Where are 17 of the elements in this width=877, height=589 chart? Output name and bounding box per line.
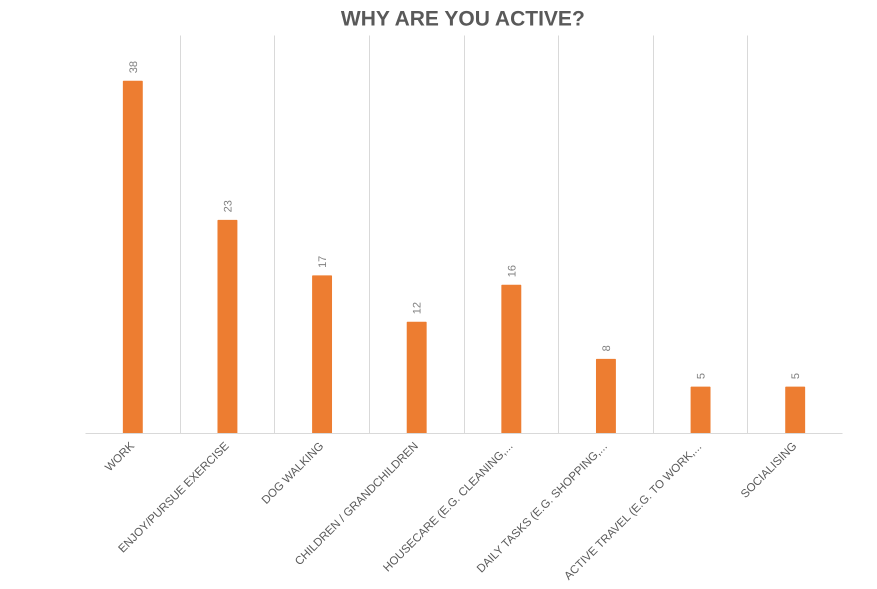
data-label: 5 (696, 373, 708, 380)
bar (217, 220, 238, 434)
bar (785, 386, 806, 434)
data-label: 17 (317, 256, 330, 268)
data-label: 38 (128, 61, 140, 74)
data-label: 12 (412, 302, 424, 314)
data-label: 16 (506, 264, 518, 278)
data-label: 23 (222, 200, 234, 212)
chart-title: WHY ARE YOU ACTIVE? (340, 8, 585, 30)
data-label: 8 (600, 345, 613, 352)
bar (690, 386, 711, 434)
bar (122, 80, 143, 434)
bar (312, 275, 332, 434)
bar (501, 284, 522, 434)
data-label: 5 (790, 373, 802, 380)
bar (406, 322, 427, 434)
bar (596, 358, 616, 434)
